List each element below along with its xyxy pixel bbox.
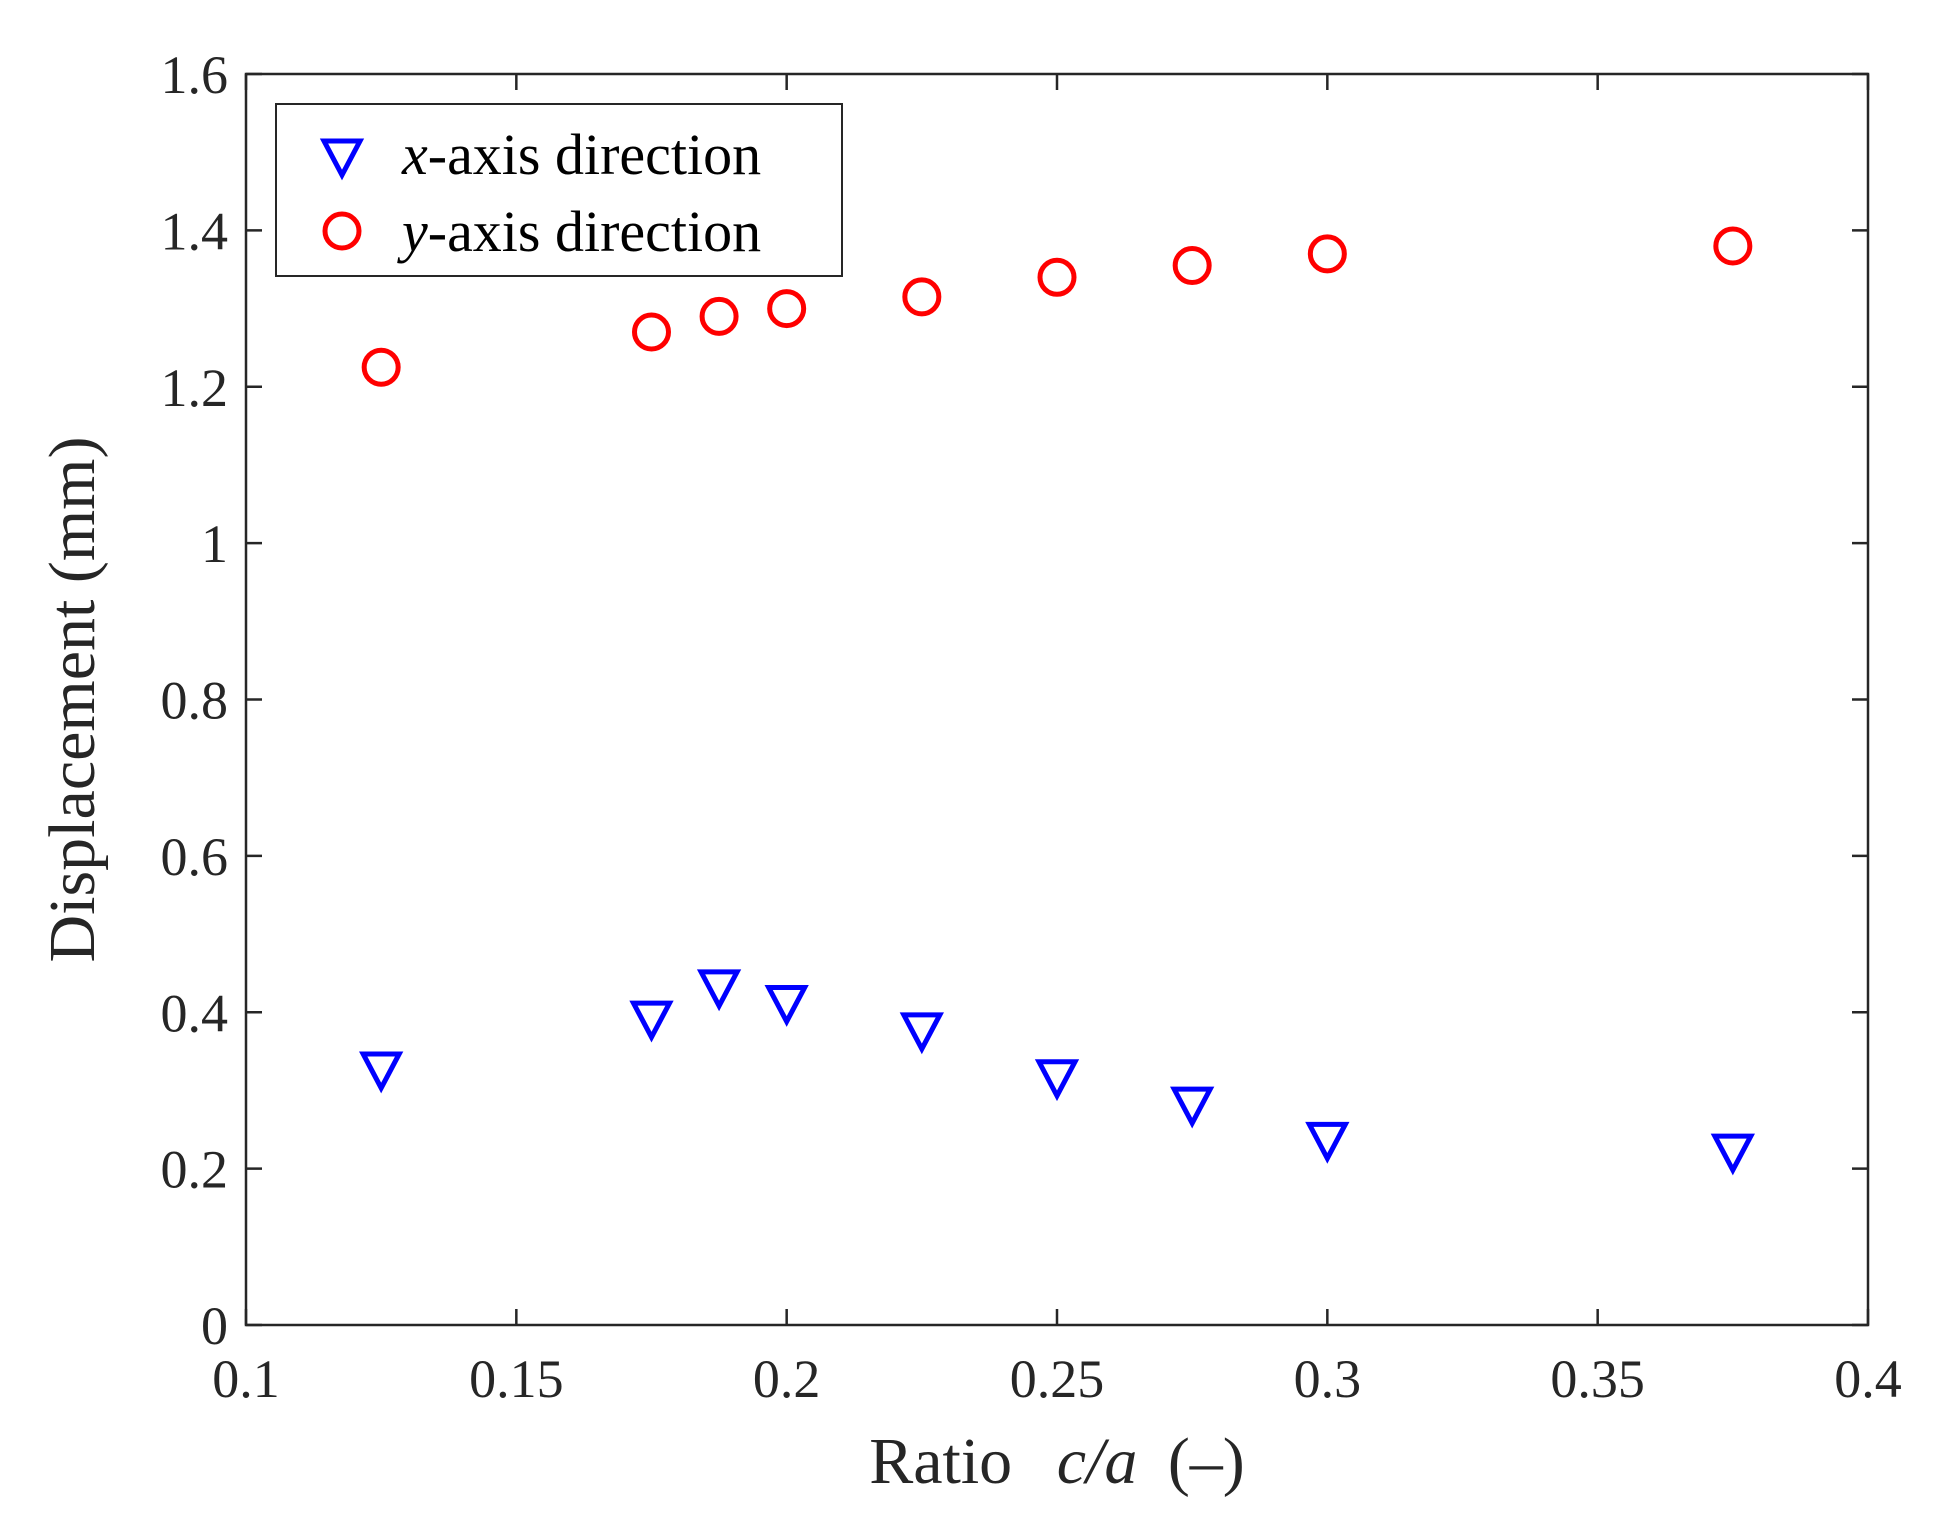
y-tick-label: 0.4: [161, 983, 229, 1043]
data-point-triangle: [1305, 1121, 1350, 1164]
data-point-triangle: [1710, 1133, 1755, 1176]
data-point-circle: [1307, 234, 1347, 274]
y-tick-label: 1: [201, 514, 228, 574]
legend-box: [275, 103, 843, 277]
x-axis-title-prefix: Ratio: [869, 1425, 1012, 1498]
x-tick-label: 0.1: [212, 1349, 280, 1409]
x-tick-label: 0.4: [1834, 1349, 1902, 1409]
legend-label-variable: x: [401, 122, 428, 187]
data-point-circle: [1037, 257, 1077, 297]
data-point-circle: [902, 277, 942, 317]
y-tick-label: 0.6: [161, 827, 229, 887]
legend: x-axis direction y-axis direction: [275, 103, 843, 277]
x-axis-title-unit: (–): [1168, 1425, 1245, 1498]
y-axis-title: Displacement (mm): [36, 436, 109, 962]
x-tick-label: 0.25: [1010, 1349, 1105, 1409]
data-point-circle: [1172, 246, 1212, 286]
y-tick-label: 0.8: [161, 671, 229, 731]
plot-area: [244, 72, 1870, 1327]
x-tick-label: 0.35: [1550, 1349, 1645, 1409]
data-marks: [359, 226, 1755, 1176]
y-tick-label: 1.2: [161, 358, 229, 418]
data-point-circle: [1713, 226, 1753, 266]
data-point-circle: [767, 289, 807, 329]
data-point-triangle: [629, 1000, 674, 1043]
y-tick-label: 0: [201, 1296, 228, 1356]
x-tick-label: 0.3: [1294, 1349, 1362, 1409]
data-point-circle: [699, 296, 739, 336]
y-tick-label: 1.4: [161, 201, 229, 261]
legend-marker-circle: [322, 211, 362, 251]
x-axis-title: Ratio c/a (–): [869, 1425, 1245, 1498]
legend-label-variable: y: [397, 199, 428, 264]
axis-ticks: [244, 72, 1870, 1327]
data-point-triangle: [696, 969, 742, 1012]
y-tick-label: 1.6: [161, 45, 229, 105]
y-tick-label: 0.2: [161, 1140, 229, 1200]
legend-entry-y-axis-direction: y-axis direction: [322, 199, 761, 264]
axis-tick-labels: 0.1 0.15 0.2 0.25 0.3 0.35 0.4 0 0.2 0.4 0.6 0.8 1 1.…: [161, 45, 1902, 1409]
legend-label: y-axis direction: [397, 199, 761, 264]
x-tick-label: 0.2: [753, 1349, 821, 1409]
data-point-triangle: [359, 1051, 404, 1094]
data-point-triangle: [1170, 1086, 1215, 1129]
x-axis-title-variable: c/a: [1057, 1425, 1138, 1498]
legend-marker-triangle: [319, 138, 365, 181]
legend-label-text: -axis direction: [428, 122, 761, 187]
data-point-circle: [361, 347, 401, 387]
x-tick-label: 0.15: [469, 1349, 564, 1409]
data-point-triangle: [899, 1012, 944, 1055]
data-point-triangle: [1034, 1059, 1080, 1102]
data-point-triangle: [764, 985, 809, 1027]
legend-entry-x-axis-direction: x-axis direction: [319, 122, 761, 187]
legend-label-text: -axis direction: [428, 199, 761, 264]
data-point-circle: [632, 312, 671, 352]
legend-label: x-axis direction: [401, 122, 761, 187]
